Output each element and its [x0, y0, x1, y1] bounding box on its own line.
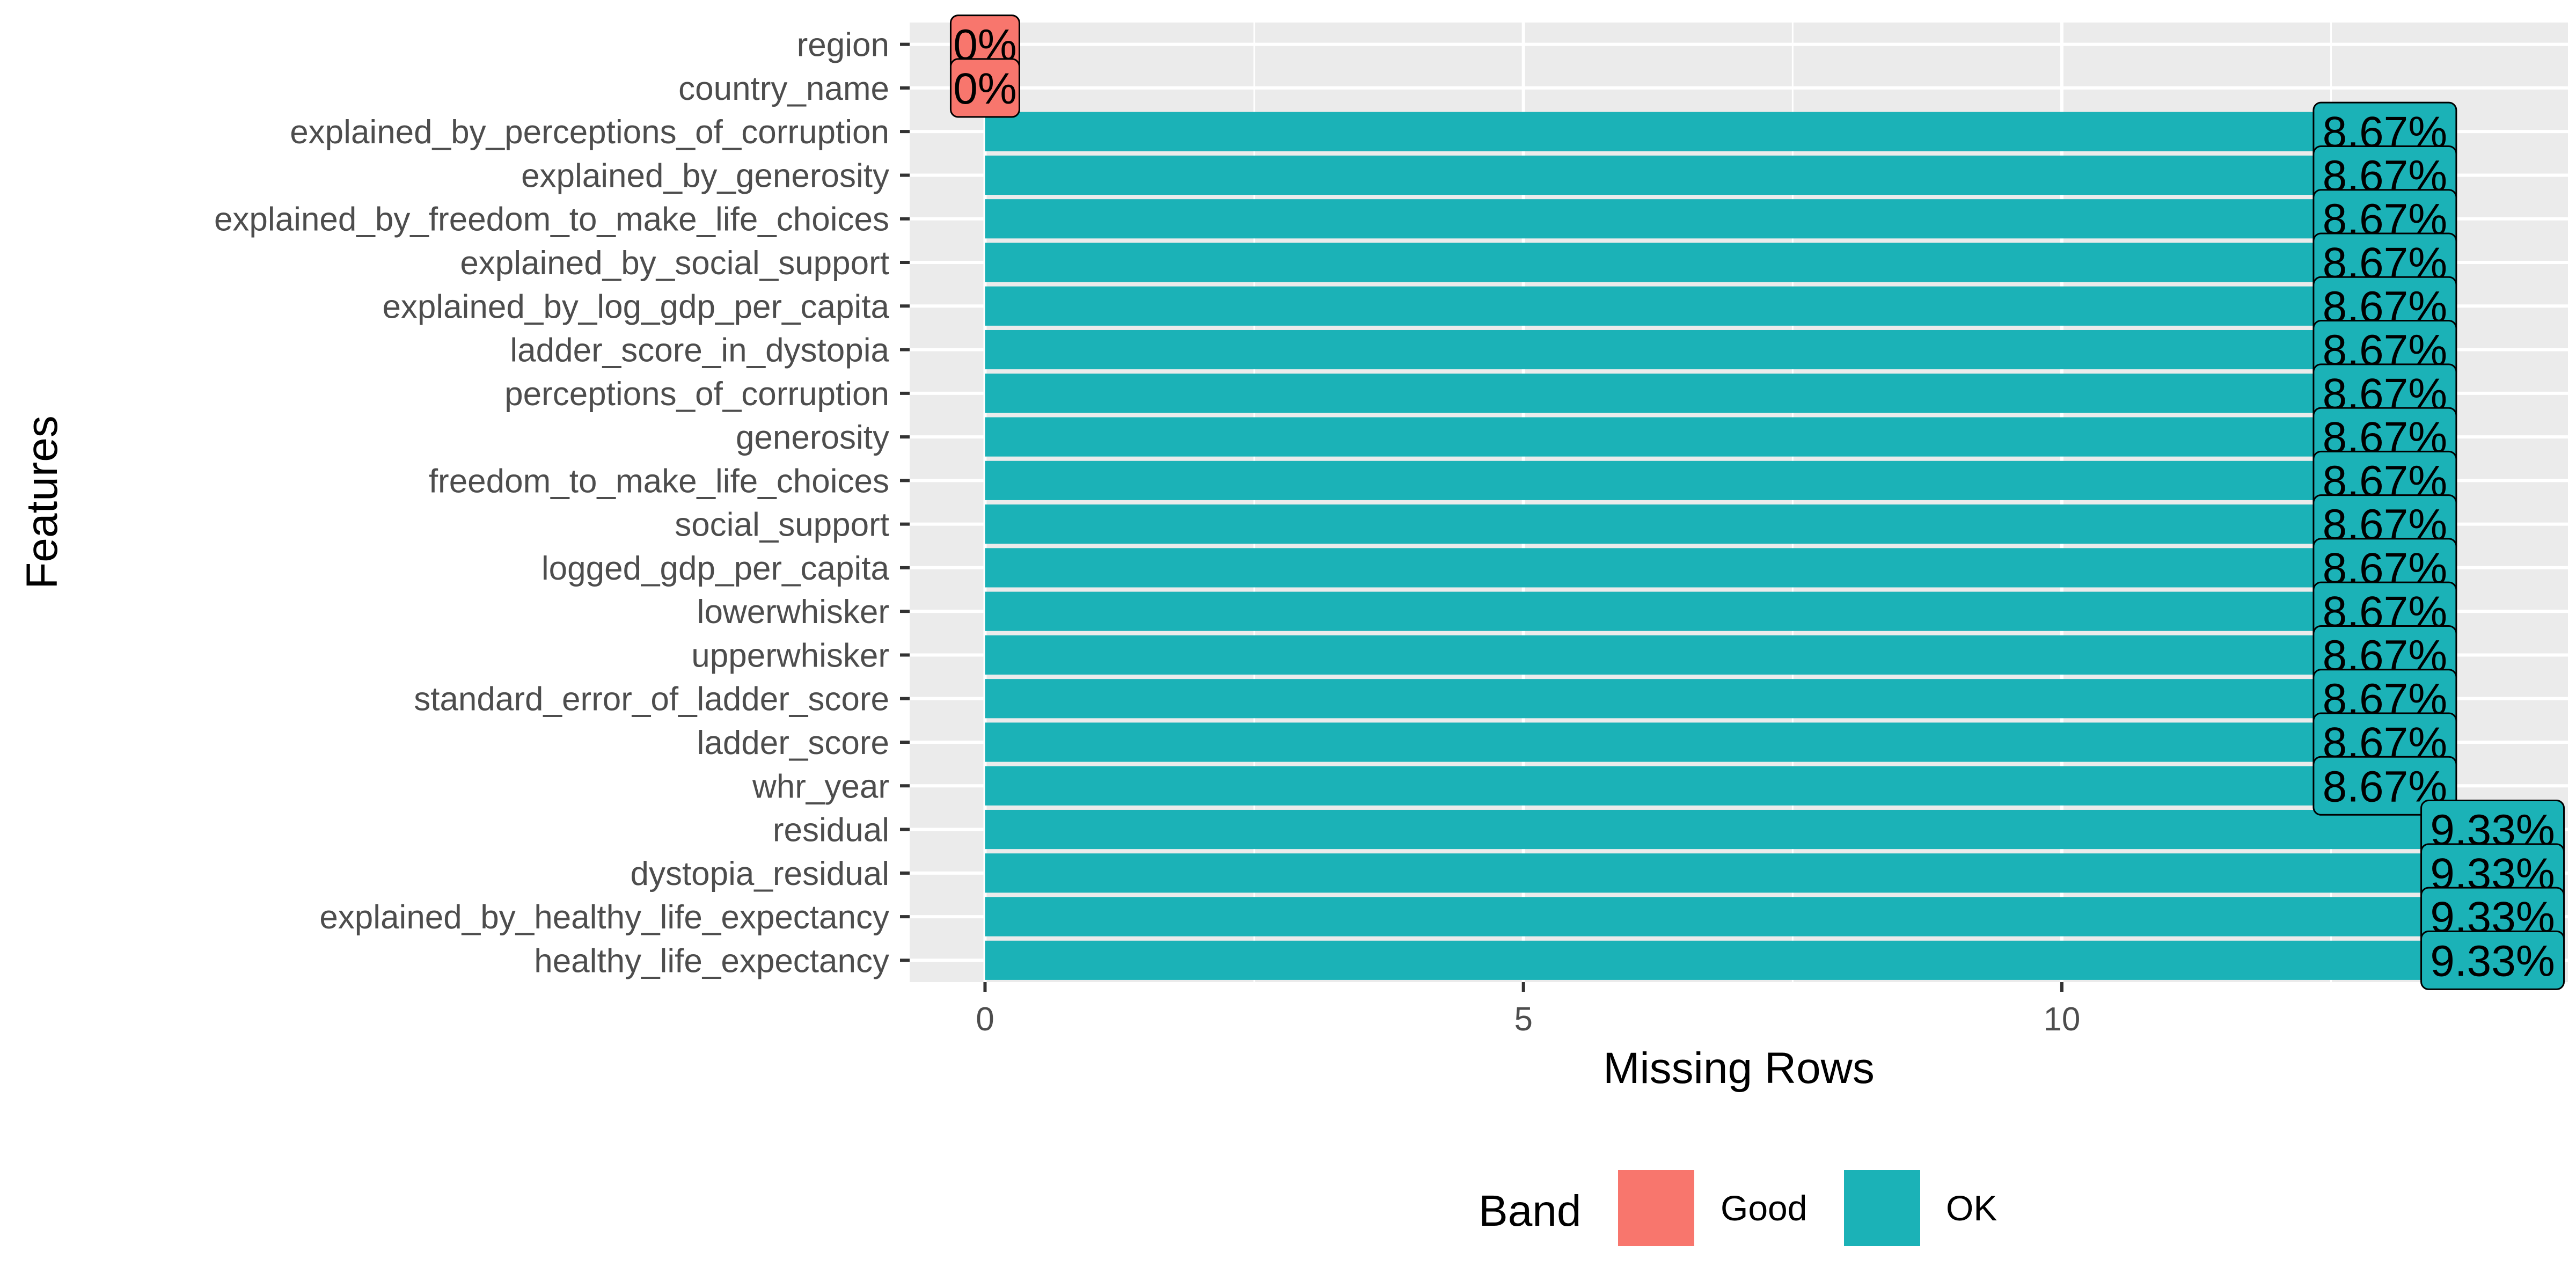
data-label: 9.33%	[2430, 936, 2555, 985]
data-label-box	[949, 58, 1020, 118]
y-tick-label: ladder_score	[697, 724, 889, 762]
bar	[985, 679, 2385, 719]
bar	[985, 940, 2493, 980]
bar	[985, 330, 2385, 370]
y-tick-label: generosity	[736, 419, 889, 456]
y-tick-label: explained_by_perceptions_of_corruption	[290, 114, 889, 151]
x-tick-label: 0	[976, 1001, 994, 1038]
bar	[985, 243, 2385, 282]
bar	[985, 591, 2385, 631]
bar	[985, 809, 2493, 850]
y-tick-label: perceptions_of_corruption	[504, 376, 889, 413]
x-axis: 0 5 10	[976, 982, 2080, 1038]
bar	[985, 504, 2385, 544]
bar	[985, 722, 2385, 762]
bars	[985, 112, 2493, 980]
bar	[985, 635, 2385, 675]
legend-label-ok: OK	[1946, 1188, 1997, 1228]
x-tick-label: 10	[2043, 1001, 2080, 1038]
y-tick-label: region	[797, 27, 889, 64]
bar	[985, 374, 2385, 413]
legend-label-good: Good	[1721, 1188, 1807, 1228]
y-tick-label: residual	[773, 812, 889, 849]
y-axis-title: Features	[18, 415, 67, 589]
bar	[985, 897, 2493, 936]
x-tick-label: 5	[1514, 1001, 1532, 1038]
data-label-box	[2312, 756, 2457, 816]
bar	[985, 112, 2385, 151]
y-tick-label: whr_year	[752, 768, 889, 805]
y-tick-label: country_name	[678, 70, 889, 107]
legend-swatch-ok	[1844, 1170, 1920, 1246]
y-tick-label: explained_by_log_gdp_per_capita	[382, 288, 889, 325]
legend-swatch-good	[1618, 1170, 1694, 1246]
y-axis: region country_name explained_by_perceptio…	[214, 27, 910, 979]
y-tick-label: explained_by_social_support	[460, 245, 889, 282]
bar	[985, 286, 2385, 326]
y-tick-label: social_support	[675, 507, 889, 544]
y-tick-label: logged_gdp_per_capita	[541, 550, 890, 587]
y-tick-label: explained_by_freedom_to_make_life_choice…	[214, 201, 889, 238]
y-tick-label: dystopia_residual	[630, 855, 889, 892]
data-labels: 0%0%8.67%8.67%8.67%8.67%8.67%8.67%8.67%8…	[949, 14, 2565, 990]
data-label: 0%	[953, 64, 1017, 113]
legend: Band Good OK	[1479, 1170, 1997, 1246]
bar	[985, 155, 2385, 195]
y-tick-label: ladder_score_in_dystopia	[510, 332, 889, 369]
x-axis-title: Missing Rows	[1603, 1044, 1875, 1093]
y-tick-label: healthy_life_expectancy	[534, 942, 889, 979]
bar	[985, 766, 2385, 806]
data-label-box	[2420, 930, 2565, 990]
y-tick-label: upperwhisker	[691, 637, 889, 674]
y-tick-label: freedom_to_make_life_choices	[429, 463, 889, 500]
y-tick-label: standard_error_of_ladder_score	[414, 681, 889, 718]
bar	[985, 548, 2385, 588]
bar	[985, 199, 2385, 239]
y-tick-label: explained_by_healthy_life_expectancy	[319, 899, 889, 936]
y-tick-label: explained_by_generosity	[521, 157, 889, 194]
bar	[985, 417, 2385, 457]
y-tick-label: lowerwhisker	[697, 594, 889, 631]
bar	[985, 460, 2385, 500]
bar	[985, 853, 2493, 893]
legend-title: Band	[1479, 1187, 1582, 1235]
